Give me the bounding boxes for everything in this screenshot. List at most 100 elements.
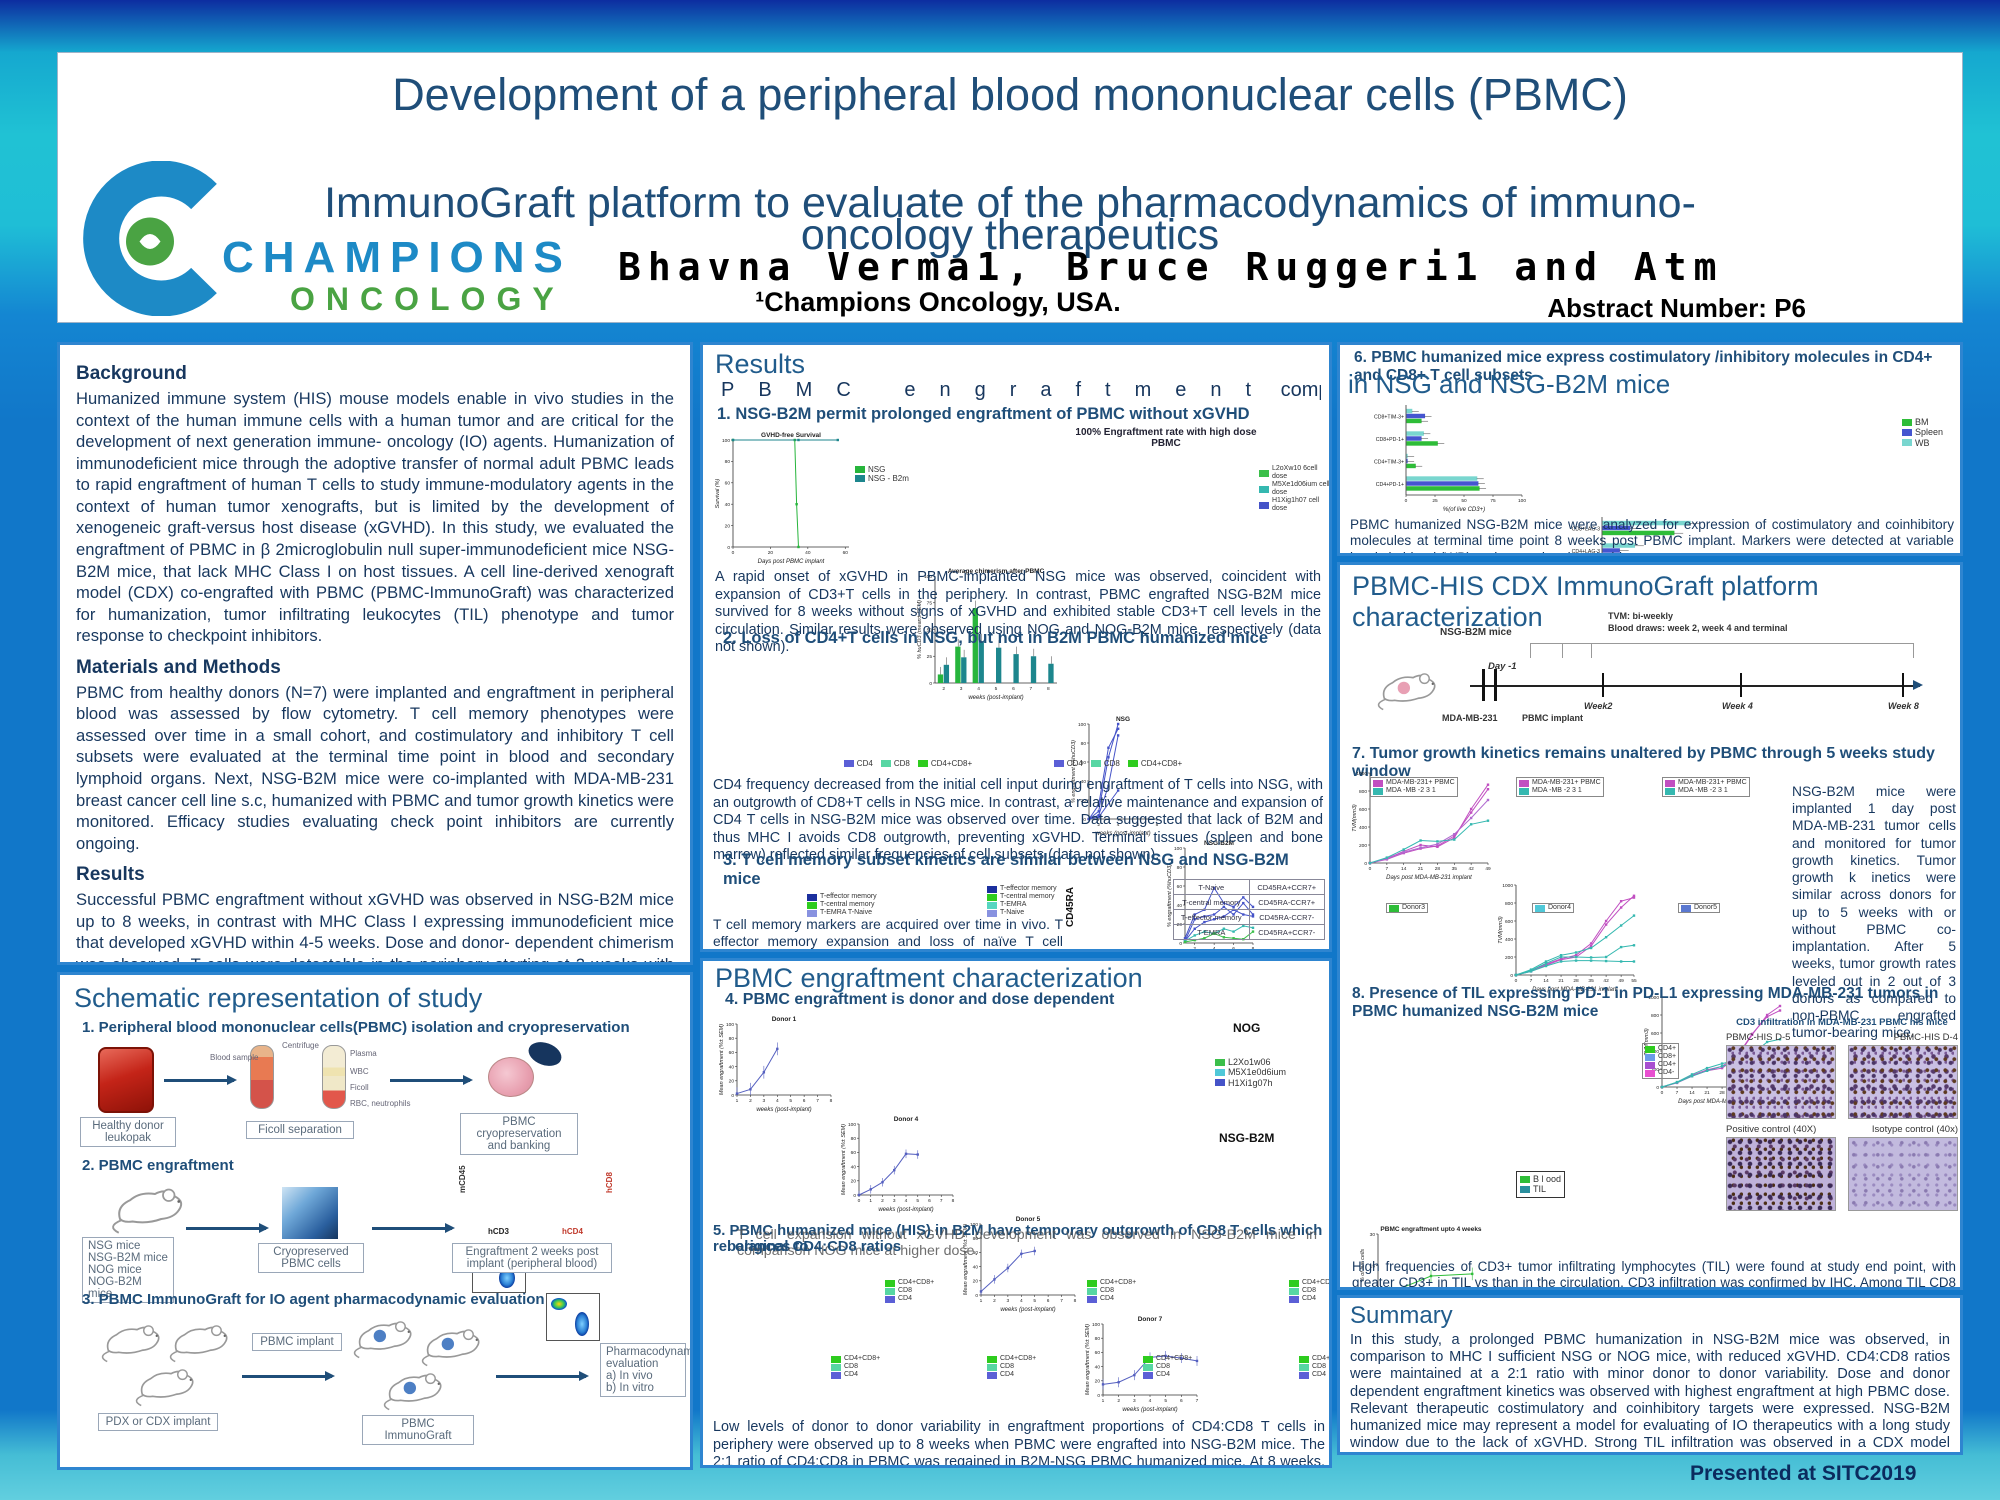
- results-text: Successful PBMC engraftment without xGVH…: [76, 890, 674, 965]
- svg-text:200: 200: [1359, 843, 1367, 849]
- engraftment-comparison-heading: PBMC engraftment comparison: [721, 379, 1321, 402]
- tube-centrifuge-label: Centrifuge: [282, 1041, 319, 1050]
- section2-title: 2. Loss of CD4+T cells in NSG, but not i…: [723, 629, 1269, 647]
- svg-text:8: 8: [830, 1098, 833, 1104]
- flow-ylabel-cd45ra: CD45RA: [1065, 886, 1076, 927]
- svg-text:0: 0: [1097, 1393, 1100, 1399]
- mouse-tumor-icon: [352, 1315, 418, 1361]
- svg-text:Mean engraftment (%± SEM): Mean engraftment (%± SEM): [963, 1224, 969, 1295]
- svg-text:80: 80: [725, 459, 731, 465]
- svg-text:8: 8: [952, 1198, 955, 1204]
- svg-text:weeks (post-implant): weeks (post-implant): [1122, 1407, 1177, 1413]
- svg-text:75: 75: [927, 601, 933, 607]
- arrow-icon: [186, 1223, 269, 1233]
- svg-text:2: 2: [1117, 1398, 1120, 1404]
- svg-text:400: 400: [1651, 1049, 1659, 1055]
- chart-engraftment-nsg-b2m: NSG-B2Mweeks(post-implant)% engraftment …: [1165, 837, 1257, 949]
- poster-title-line1: Development of a peripheral blood mononu…: [392, 69, 1628, 120]
- svg-text:5: 5: [1033, 1298, 1036, 1304]
- study-timeline: NSG-B2M mice TVM: bi-weekly Blood draws:…: [1350, 609, 1950, 739]
- chart-engraftment-nsg: NSG weeks (post-implant) % engraftment (%h…: [1069, 713, 1161, 837]
- pbmc-implant-label: PBMC implant: [252, 1333, 342, 1351]
- chart-average-chimerism: Average chimerism after PBMC weeks (post-…: [915, 565, 1061, 701]
- ficoll-tube-icon: [322, 1045, 346, 1109]
- svg-text:6: 6: [928, 1198, 931, 1204]
- timeline-mouse-icon: [1376, 667, 1442, 713]
- mouse-icon: [100, 1319, 166, 1365]
- svg-text:40: 40: [725, 502, 731, 508]
- svg-text:20: 20: [729, 1079, 735, 1085]
- svg-text:NSG-B2M: NSG-B2M: [1204, 840, 1234, 847]
- mouse-icon: [134, 1363, 200, 1409]
- svg-text:14: 14: [1401, 866, 1407, 872]
- tube-wbc-label: WBC: [350, 1067, 369, 1076]
- engraftment-characterization-panel: PBMC engraftment characterization 4. PBM…: [700, 958, 1332, 1468]
- svg-text:%(of live CD3+): %(of live CD3+): [1443, 507, 1485, 513]
- svg-text:100: 100: [848, 1122, 856, 1128]
- svg-text:4: 4: [1020, 1298, 1023, 1304]
- svg-text:100: 100: [1518, 498, 1526, 504]
- header-card: Development of a peripheral blood mononu…: [57, 52, 1963, 323]
- svg-text:200: 200: [1505, 955, 1513, 961]
- svg-text:40: 40: [973, 1264, 979, 1270]
- section6-caption: PBMC humanized NSG-B2M mice were analyze…: [1350, 517, 1954, 553]
- section1-title: 1. NSG-B2M permit prolonged engraftment …: [717, 405, 1250, 423]
- background-heading: Background: [76, 363, 187, 384]
- arrow-icon: [372, 1223, 455, 1233]
- svg-text:CD8+PD-1+: CD8+PD-1+: [1376, 437, 1404, 443]
- svg-text:2: 2: [749, 1098, 752, 1104]
- svg-text:Donor 1: Donor 1: [772, 1016, 797, 1023]
- poster-authors: Bhavna Verma1, Bruce Ruggeri1 and Atm: [618, 245, 1724, 289]
- svg-text:40: 40: [1095, 1364, 1101, 1370]
- svg-text:40: 40: [1081, 779, 1087, 785]
- svg-text:100: 100: [1078, 722, 1086, 728]
- svg-text:weeks (post-implant): weeks (post-implant): [756, 1107, 811, 1113]
- section3-caption: T cell memory markers are acquired over …: [713, 917, 1063, 949]
- svg-text:Donor 7: Donor 7: [1138, 1316, 1163, 1323]
- svg-text:20: 20: [1081, 798, 1087, 804]
- svg-text:% huCD3 (mean± SEM): % huCD3 (mean± SEM): [917, 600, 923, 659]
- svg-text:% of live cells: % of live cells: [1360, 1249, 1366, 1283]
- chart-donor1-nog: Donor 1 weeks (post-implant) Mean engraftm…: [717, 1013, 835, 1113]
- timeline-week8-label: Week 8: [1888, 701, 1919, 711]
- abstract-number: Abstract Number: P6: [1547, 293, 1806, 323]
- timeline-mice-label: NSG-B2M mice: [1440, 627, 1512, 638]
- strain-nog-b2m: NOG-B2M mice: [88, 1276, 142, 1300]
- section3-title: 3. T cell memory subset kinetics are sim…: [723, 851, 1289, 888]
- svg-text:5: 5: [916, 1198, 919, 1204]
- memory-marker-table: T-Naive CD45RA+CCR7+ T-central memory CD45R…: [1173, 879, 1325, 940]
- svg-text:4: 4: [1149, 1398, 1152, 1404]
- svg-text:1000: 1000: [1356, 771, 1367, 777]
- row-label-nog: NOG: [1233, 1021, 1261, 1035]
- blood-bag-icon: [98, 1047, 154, 1113]
- spread-tail: comparison: [1280, 379, 1321, 401]
- svg-text:21: 21: [1558, 978, 1564, 984]
- svg-text:75: 75: [1490, 498, 1496, 504]
- svg-text:7: 7: [816, 1098, 819, 1104]
- svg-text:55: 55: [1631, 978, 1637, 984]
- svg-text:7: 7: [1060, 1298, 1063, 1304]
- section1-caption: A rapid onset of xGVHD in PBMC-implanted…: [715, 569, 1321, 656]
- svg-text:80: 80: [1095, 1336, 1101, 1342]
- ihc-label-isotype: Isotype control (40x): [1871, 1124, 1958, 1135]
- timeline-week2-tick: [1602, 673, 1604, 697]
- chart-tim3-pd1: %(of live CD3+) 0 25 50 75 100 CD8+TIM-3+ CD8+P…: [1348, 401, 1526, 513]
- svg-text:weeks (post-implant): weeks (post-implant): [968, 695, 1023, 701]
- svg-text:42: 42: [1468, 866, 1474, 872]
- svg-text:100: 100: [726, 1022, 734, 1028]
- axis-hcd4-label: hCD4: [562, 1227, 583, 1236]
- methods-text: PBMC from healthy donors (N=7) were impl…: [76, 682, 674, 853]
- svg-text:Mean engraftment (%± SEM): Mean engraftment (%± SEM): [1085, 1324, 1091, 1395]
- svg-text:4: 4: [1117, 822, 1120, 828]
- svg-text:4: 4: [776, 1098, 779, 1104]
- flow-plot-hcd8-hcd4: [546, 1293, 600, 1341]
- svg-text:200: 200: [1651, 1067, 1659, 1073]
- svg-text:7: 7: [1386, 866, 1389, 872]
- svg-text:25: 25: [1432, 498, 1438, 504]
- svg-text:7: 7: [940, 1198, 943, 1204]
- svg-text:400: 400: [1359, 825, 1367, 831]
